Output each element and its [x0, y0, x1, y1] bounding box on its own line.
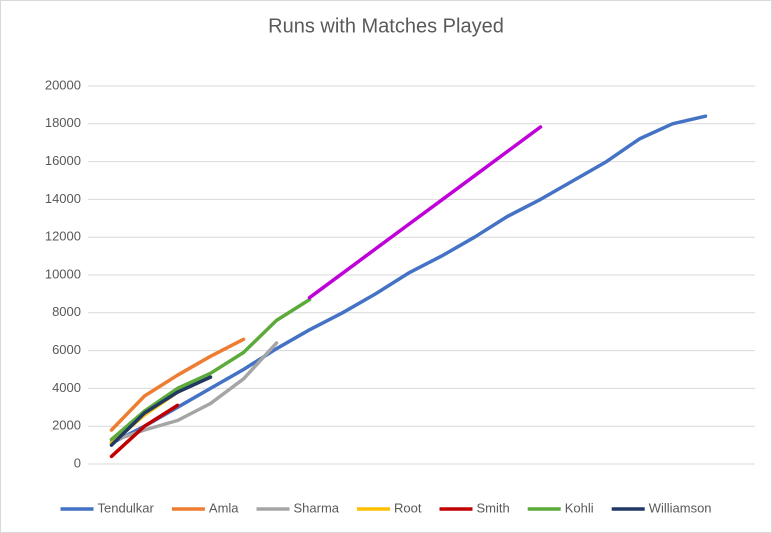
chart-title: Runs with Matches Played [268, 15, 504, 37]
legend-label: Kohli [565, 500, 594, 515]
series-line [109, 375, 213, 447]
legend-item: Sharma [256, 500, 340, 515]
legend-label: Smith [477, 500, 510, 515]
legend-label: Williamson [649, 500, 712, 515]
legend-item: Williamson [611, 500, 712, 515]
series-line [109, 114, 708, 445]
y-tick-label: 20000 [45, 77, 81, 92]
legend-item: Kohli [527, 500, 594, 515]
series-line [307, 125, 543, 300]
series-line [109, 337, 246, 432]
legend-label: Root [394, 500, 422, 515]
series-line [109, 403, 180, 459]
y-tick-label: 10000 [45, 266, 81, 281]
legend-item: Smith [439, 500, 510, 515]
y-tick-label: 4000 [52, 380, 81, 395]
legend-item: Amla [171, 500, 239, 515]
y-tick-label: 8000 [52, 304, 81, 319]
legend-label: Sharma [294, 500, 340, 515]
y-tick-label: 0 [74, 455, 81, 470]
plot [109, 114, 708, 459]
y-tick-label: 2000 [52, 418, 81, 433]
legend-label: Tendulkar [98, 500, 155, 515]
legend: Tendulkar Amla Sharma Root Smith Kohli William… [60, 500, 712, 515]
legend-item: Root [357, 500, 422, 515]
legend-item: Tendulkar [60, 500, 155, 515]
y-tick-label: 14000 [45, 191, 81, 206]
y-tick-label: 16000 [45, 153, 81, 168]
y-tick-label: 6000 [52, 342, 81, 357]
grid: 0 2000 4000 6000 8000 10000 12000 14000 16000 180… [45, 77, 755, 470]
y-tick-label: 12000 [45, 229, 81, 244]
y-tick-label: 18000 [45, 115, 81, 130]
legend-label: Amla [209, 500, 239, 515]
